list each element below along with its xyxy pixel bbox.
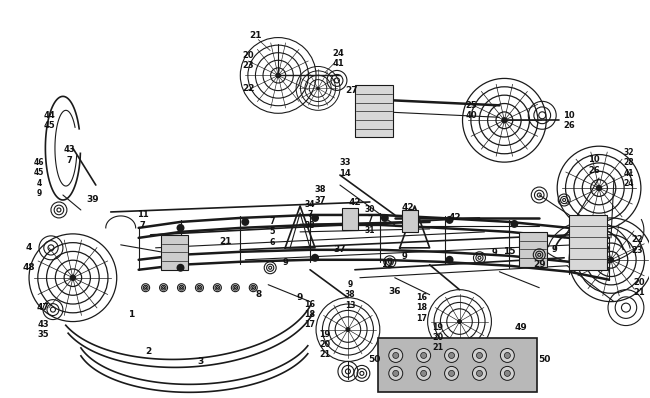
Text: 10
26: 10 26	[564, 111, 575, 130]
Circle shape	[311, 214, 319, 222]
Circle shape	[473, 349, 486, 363]
Circle shape	[241, 218, 249, 226]
Circle shape	[346, 328, 350, 332]
Circle shape	[317, 87, 319, 90]
Text: 21: 21	[249, 31, 261, 40]
Circle shape	[446, 216, 454, 224]
Text: 22
23: 22 23	[631, 235, 643, 255]
Text: 16
18
17: 16 18 17	[416, 293, 427, 322]
Text: 22: 22	[242, 84, 255, 93]
Bar	[519, 232, 547, 267]
Circle shape	[502, 118, 507, 123]
Text: 11
7: 11 7	[136, 210, 148, 230]
Circle shape	[510, 220, 518, 228]
Text: 2: 2	[146, 347, 151, 356]
Text: 29: 29	[533, 260, 545, 269]
Circle shape	[504, 353, 510, 359]
Text: 1: 1	[127, 310, 134, 319]
Circle shape	[177, 224, 185, 232]
Text: 20
23: 20 23	[242, 51, 254, 70]
Text: 9: 9	[297, 293, 304, 302]
Text: 37: 37	[333, 245, 346, 254]
Text: 43
35: 43 35	[37, 320, 49, 339]
Circle shape	[500, 349, 514, 363]
Text: 12: 12	[382, 260, 394, 269]
Bar	[342, 208, 358, 230]
Circle shape	[476, 353, 482, 359]
Circle shape	[421, 353, 426, 359]
Text: 20
21: 20 21	[633, 278, 645, 297]
Text: 33
14: 33 14	[339, 158, 351, 178]
Text: 3: 3	[198, 357, 203, 366]
Text: 42: 42	[448, 213, 461, 222]
Text: 32
28
41
24: 32 28 41 24	[623, 148, 634, 188]
Text: 36: 36	[389, 287, 401, 296]
Text: 19
20
21: 19 20 21	[432, 323, 443, 352]
Circle shape	[597, 185, 601, 191]
Bar	[378, 338, 538, 392]
Circle shape	[458, 320, 461, 324]
Bar	[569, 215, 607, 270]
Text: 10
26: 10 26	[588, 155, 600, 175]
Circle shape	[276, 73, 280, 78]
Text: 42: 42	[348, 199, 361, 207]
Bar	[355, 86, 393, 137]
Circle shape	[389, 367, 403, 380]
Text: 25
40: 25 40	[465, 101, 477, 120]
Text: 19
20
21: 19 20 21	[319, 330, 331, 359]
Text: 4: 4	[26, 243, 32, 252]
Text: 7
5
6: 7 5 6	[270, 217, 275, 247]
Circle shape	[504, 371, 510, 377]
Circle shape	[381, 214, 389, 222]
Text: 50: 50	[369, 355, 381, 364]
Text: 34
7
38: 34 7 38	[305, 200, 315, 230]
Circle shape	[389, 349, 403, 363]
Text: 16
18
17: 16 18 17	[304, 300, 316, 330]
Bar	[402, 210, 418, 232]
Text: 38
37: 38 37	[314, 185, 326, 205]
Text: 9: 9	[282, 258, 288, 267]
Text: 39: 39	[86, 195, 99, 205]
Text: 49: 49	[515, 323, 528, 332]
Circle shape	[393, 353, 398, 359]
Text: 48: 48	[23, 263, 35, 272]
Text: 21: 21	[219, 237, 231, 246]
Text: 9: 9	[491, 248, 497, 258]
Circle shape	[417, 367, 431, 380]
Text: 30
7
31: 30 7 31	[365, 205, 375, 235]
Circle shape	[500, 367, 514, 380]
Circle shape	[70, 275, 75, 280]
Circle shape	[608, 257, 614, 262]
Circle shape	[417, 349, 431, 363]
Text: 43
7: 43 7	[63, 145, 75, 165]
Text: 44
45: 44 45	[43, 111, 55, 130]
Circle shape	[473, 367, 486, 380]
Circle shape	[446, 256, 454, 264]
Circle shape	[448, 353, 454, 359]
Text: 9: 9	[402, 252, 408, 261]
Text: 27: 27	[346, 86, 358, 95]
Bar	[161, 235, 188, 270]
Text: 46
45
4
9: 46 45 4 9	[34, 158, 44, 198]
Text: 15: 15	[503, 247, 515, 256]
Circle shape	[448, 371, 454, 377]
Circle shape	[177, 264, 185, 272]
Text: 9: 9	[551, 245, 557, 254]
Circle shape	[393, 371, 398, 377]
Circle shape	[421, 371, 426, 377]
Text: 47: 47	[36, 303, 49, 312]
Text: 50: 50	[538, 355, 551, 364]
Circle shape	[476, 371, 482, 377]
Text: 42: 42	[402, 203, 414, 213]
Circle shape	[445, 349, 458, 363]
Circle shape	[311, 254, 319, 262]
Circle shape	[445, 367, 458, 380]
Text: 24
41: 24 41	[332, 49, 344, 68]
Text: 9
38
13: 9 38 13	[344, 280, 356, 310]
Text: 8: 8	[255, 290, 261, 299]
